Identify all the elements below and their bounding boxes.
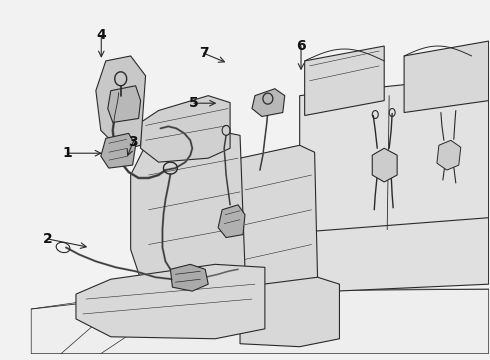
Text: 3: 3: [128, 135, 138, 149]
Polygon shape: [240, 145, 318, 294]
Polygon shape: [230, 165, 300, 257]
Text: 4: 4: [97, 28, 106, 42]
Polygon shape: [437, 140, 461, 170]
Text: 1: 1: [62, 146, 72, 160]
Polygon shape: [76, 264, 265, 339]
Polygon shape: [218, 205, 245, 238]
Polygon shape: [141, 96, 230, 162]
Text: 6: 6: [296, 39, 306, 53]
Polygon shape: [270, 218, 489, 294]
Polygon shape: [131, 129, 245, 294]
Text: 2: 2: [43, 232, 52, 246]
Polygon shape: [300, 76, 489, 239]
Polygon shape: [404, 41, 489, 113]
Polygon shape: [372, 148, 397, 182]
Polygon shape: [240, 277, 340, 347]
Polygon shape: [171, 264, 208, 291]
Polygon shape: [31, 289, 489, 354]
Text: 5: 5: [189, 96, 199, 110]
Polygon shape: [96, 56, 146, 150]
Polygon shape: [252, 89, 285, 117]
Polygon shape: [108, 86, 141, 122]
Polygon shape: [101, 133, 136, 168]
Polygon shape: [305, 46, 384, 116]
Text: 7: 7: [199, 46, 208, 60]
